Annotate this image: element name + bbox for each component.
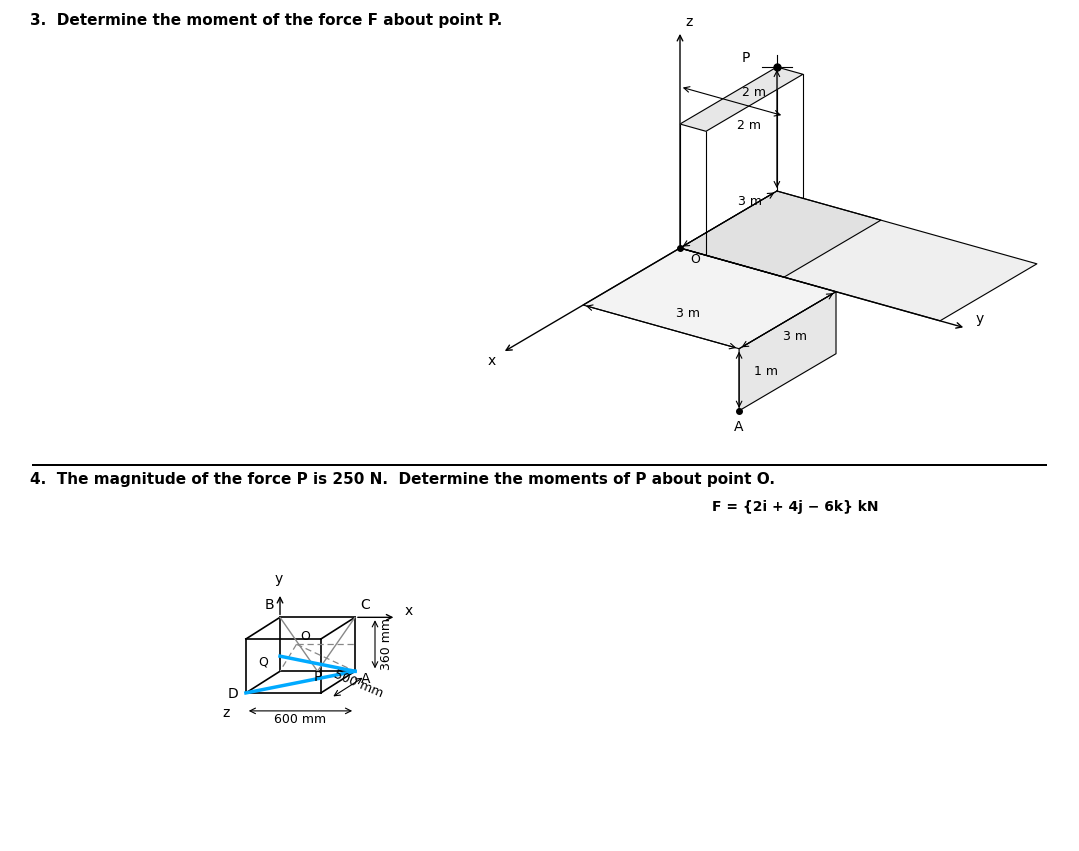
Text: x: x xyxy=(488,353,495,368)
Text: F = {2i + 4j − 6k} kN: F = {2i + 4j − 6k} kN xyxy=(712,500,878,514)
Polygon shape xyxy=(739,292,836,411)
Text: 500 mm: 500 mm xyxy=(331,668,384,700)
Text: x: x xyxy=(405,604,412,619)
Text: 600 mm: 600 mm xyxy=(274,713,327,726)
Text: z: z xyxy=(222,705,230,720)
Text: 2 m: 2 m xyxy=(742,86,766,100)
Text: 360 mm: 360 mm xyxy=(380,619,393,671)
Text: A: A xyxy=(734,420,743,434)
Text: 3 m: 3 m xyxy=(782,330,806,343)
Polygon shape xyxy=(680,67,803,131)
Text: A: A xyxy=(361,672,370,686)
Text: C: C xyxy=(360,598,370,613)
Text: 4.  The magnitude of the force P is 250 N.  Determine the moments of P about poi: 4. The magnitude of the force P is 250 N… xyxy=(30,471,775,487)
Text: y: y xyxy=(275,572,284,586)
Text: O: O xyxy=(689,253,700,266)
Text: y: y xyxy=(976,312,984,326)
Text: Q: Q xyxy=(258,655,268,668)
Polygon shape xyxy=(680,191,1037,321)
Text: O: O xyxy=(300,631,311,643)
Polygon shape xyxy=(680,191,880,277)
Text: B: B xyxy=(265,598,275,613)
Polygon shape xyxy=(583,248,836,349)
Text: 2 m: 2 m xyxy=(737,119,761,132)
Text: 3 m: 3 m xyxy=(738,195,763,208)
Text: P: P xyxy=(314,670,323,683)
Text: D: D xyxy=(228,687,238,701)
Text: 3.  Determine the moment of the force F about point P.: 3. Determine the moment of the force F a… xyxy=(30,13,502,28)
Text: 3 m: 3 m xyxy=(677,307,700,320)
Text: 1 m: 1 m xyxy=(754,365,778,378)
Text: P: P xyxy=(742,51,750,65)
Text: z: z xyxy=(685,15,693,29)
